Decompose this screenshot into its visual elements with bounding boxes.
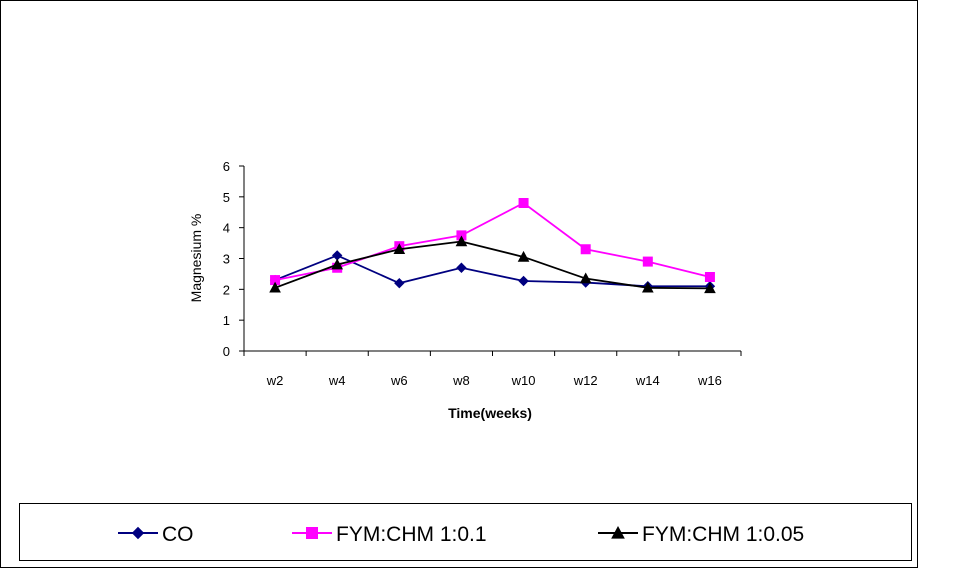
data-point xyxy=(704,282,716,294)
y-tick-label: 1 xyxy=(223,313,230,328)
x-tick-label: w16 xyxy=(697,373,722,388)
x-tick-label: w4 xyxy=(328,373,346,388)
y-tick-labels: 0 1 2 3 4 5 6 xyxy=(223,159,230,359)
data-point xyxy=(456,262,467,273)
legend-marker xyxy=(611,525,625,539)
data-point xyxy=(455,235,468,247)
x-tick-label: w10 xyxy=(511,373,536,388)
legend-item-1: CO xyxy=(118,523,194,546)
data-point xyxy=(517,250,530,262)
chart-area: 0 1 2 3 4 5 6 w2 w4 w6 w8 w10 w12 w14 w16 Time(weeks)… xyxy=(188,159,742,421)
legend: CO FYM:CHM 1:0.1 FYM:CHM 1:0.05 xyxy=(19,503,912,561)
series-2 xyxy=(270,198,715,286)
y-tick-label: 5 xyxy=(223,190,230,205)
x-tick-label: w12 xyxy=(573,373,598,388)
data-point xyxy=(641,281,654,293)
data-point xyxy=(579,272,592,284)
x-tick-label: w8 xyxy=(452,373,470,388)
data-point xyxy=(394,277,405,289)
data-point xyxy=(269,281,281,293)
x-tick-label: w2 xyxy=(266,373,284,388)
legend-marker xyxy=(131,526,145,540)
data-point xyxy=(393,243,406,254)
x-axis-title: Time(weeks) xyxy=(448,405,532,421)
x-tick-label: w6 xyxy=(390,373,408,388)
series-line xyxy=(274,201,711,281)
y-tick-label: 4 xyxy=(223,221,230,236)
x-tick-label: w14 xyxy=(635,373,660,388)
axes xyxy=(239,165,742,356)
y-tick-label: 3 xyxy=(223,252,230,267)
data-point xyxy=(580,244,591,255)
legend-items: CO FYM:CHM 1:0.1 FYM:CHM 1:0.05 xyxy=(118,523,804,546)
series-layer xyxy=(269,198,716,294)
y-tick-label: 0 xyxy=(223,344,230,359)
legend-item-2: FYM:CHM 1:0.1 xyxy=(292,523,487,546)
legend-marker xyxy=(306,527,318,539)
series-3 xyxy=(269,235,716,294)
legend-label: FYM:CHM 1:0.05 xyxy=(642,523,804,546)
y-tick-label: 2 xyxy=(223,282,230,297)
x-tick-labels: w2 w4 w6 w8 w10 w12 w14 w16 xyxy=(266,373,722,388)
series-line xyxy=(274,240,710,290)
y-axis-title: Magnesium % xyxy=(188,214,204,303)
data-point xyxy=(704,272,715,282)
legend-item-3: FYM:CHM 1:0.05 xyxy=(598,523,804,546)
data-point xyxy=(518,275,529,287)
chart-frame: 0 1 2 3 4 5 6 w2 w4 w6 w8 w10 w12 w14 w16 Time(weeks)… xyxy=(0,0,918,568)
data-point xyxy=(518,198,529,208)
data-point xyxy=(642,256,653,267)
legend-label: FYM:CHM 1:0.1 xyxy=(336,523,487,546)
y-tick-label: 6 xyxy=(223,159,230,174)
data-point xyxy=(331,258,344,270)
data-point xyxy=(331,250,343,261)
legend-label: CO xyxy=(162,523,194,546)
